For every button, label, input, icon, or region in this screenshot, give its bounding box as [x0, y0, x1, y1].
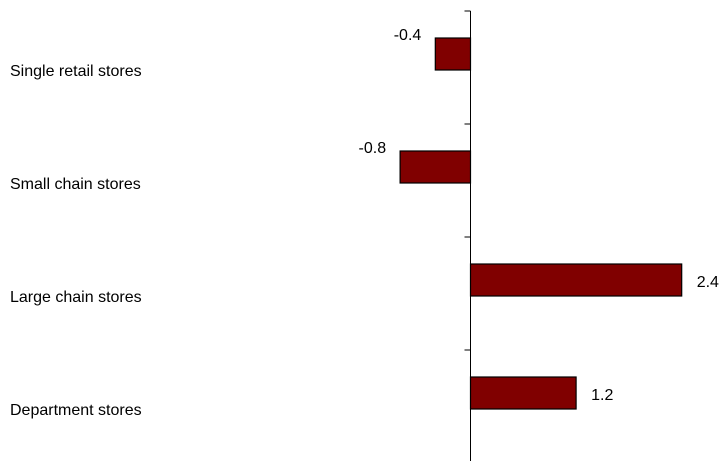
value-labels: -0.4 -0.8 2.4 1.2 — [359, 27, 720, 404]
value-label: -0.8 — [359, 140, 387, 157]
category-label: Small chain stores — [10, 176, 141, 193]
category-labels: Single retail stores Small chain stores … — [10, 63, 142, 419]
value-axis — [464, 10, 471, 461]
bars — [399, 37, 683, 410]
value-label: 2.4 — [697, 274, 719, 291]
category-label: Single retail stores — [10, 63, 142, 80]
bar — [469, 376, 577, 410]
value-label: -0.4 — [394, 27, 422, 44]
bar — [434, 37, 472, 71]
bar — [399, 150, 472, 184]
category-label: Department stores — [10, 402, 142, 419]
value-label: 1.2 — [591, 387, 613, 404]
category-label: Large chain stores — [10, 289, 142, 306]
bar — [469, 263, 683, 297]
